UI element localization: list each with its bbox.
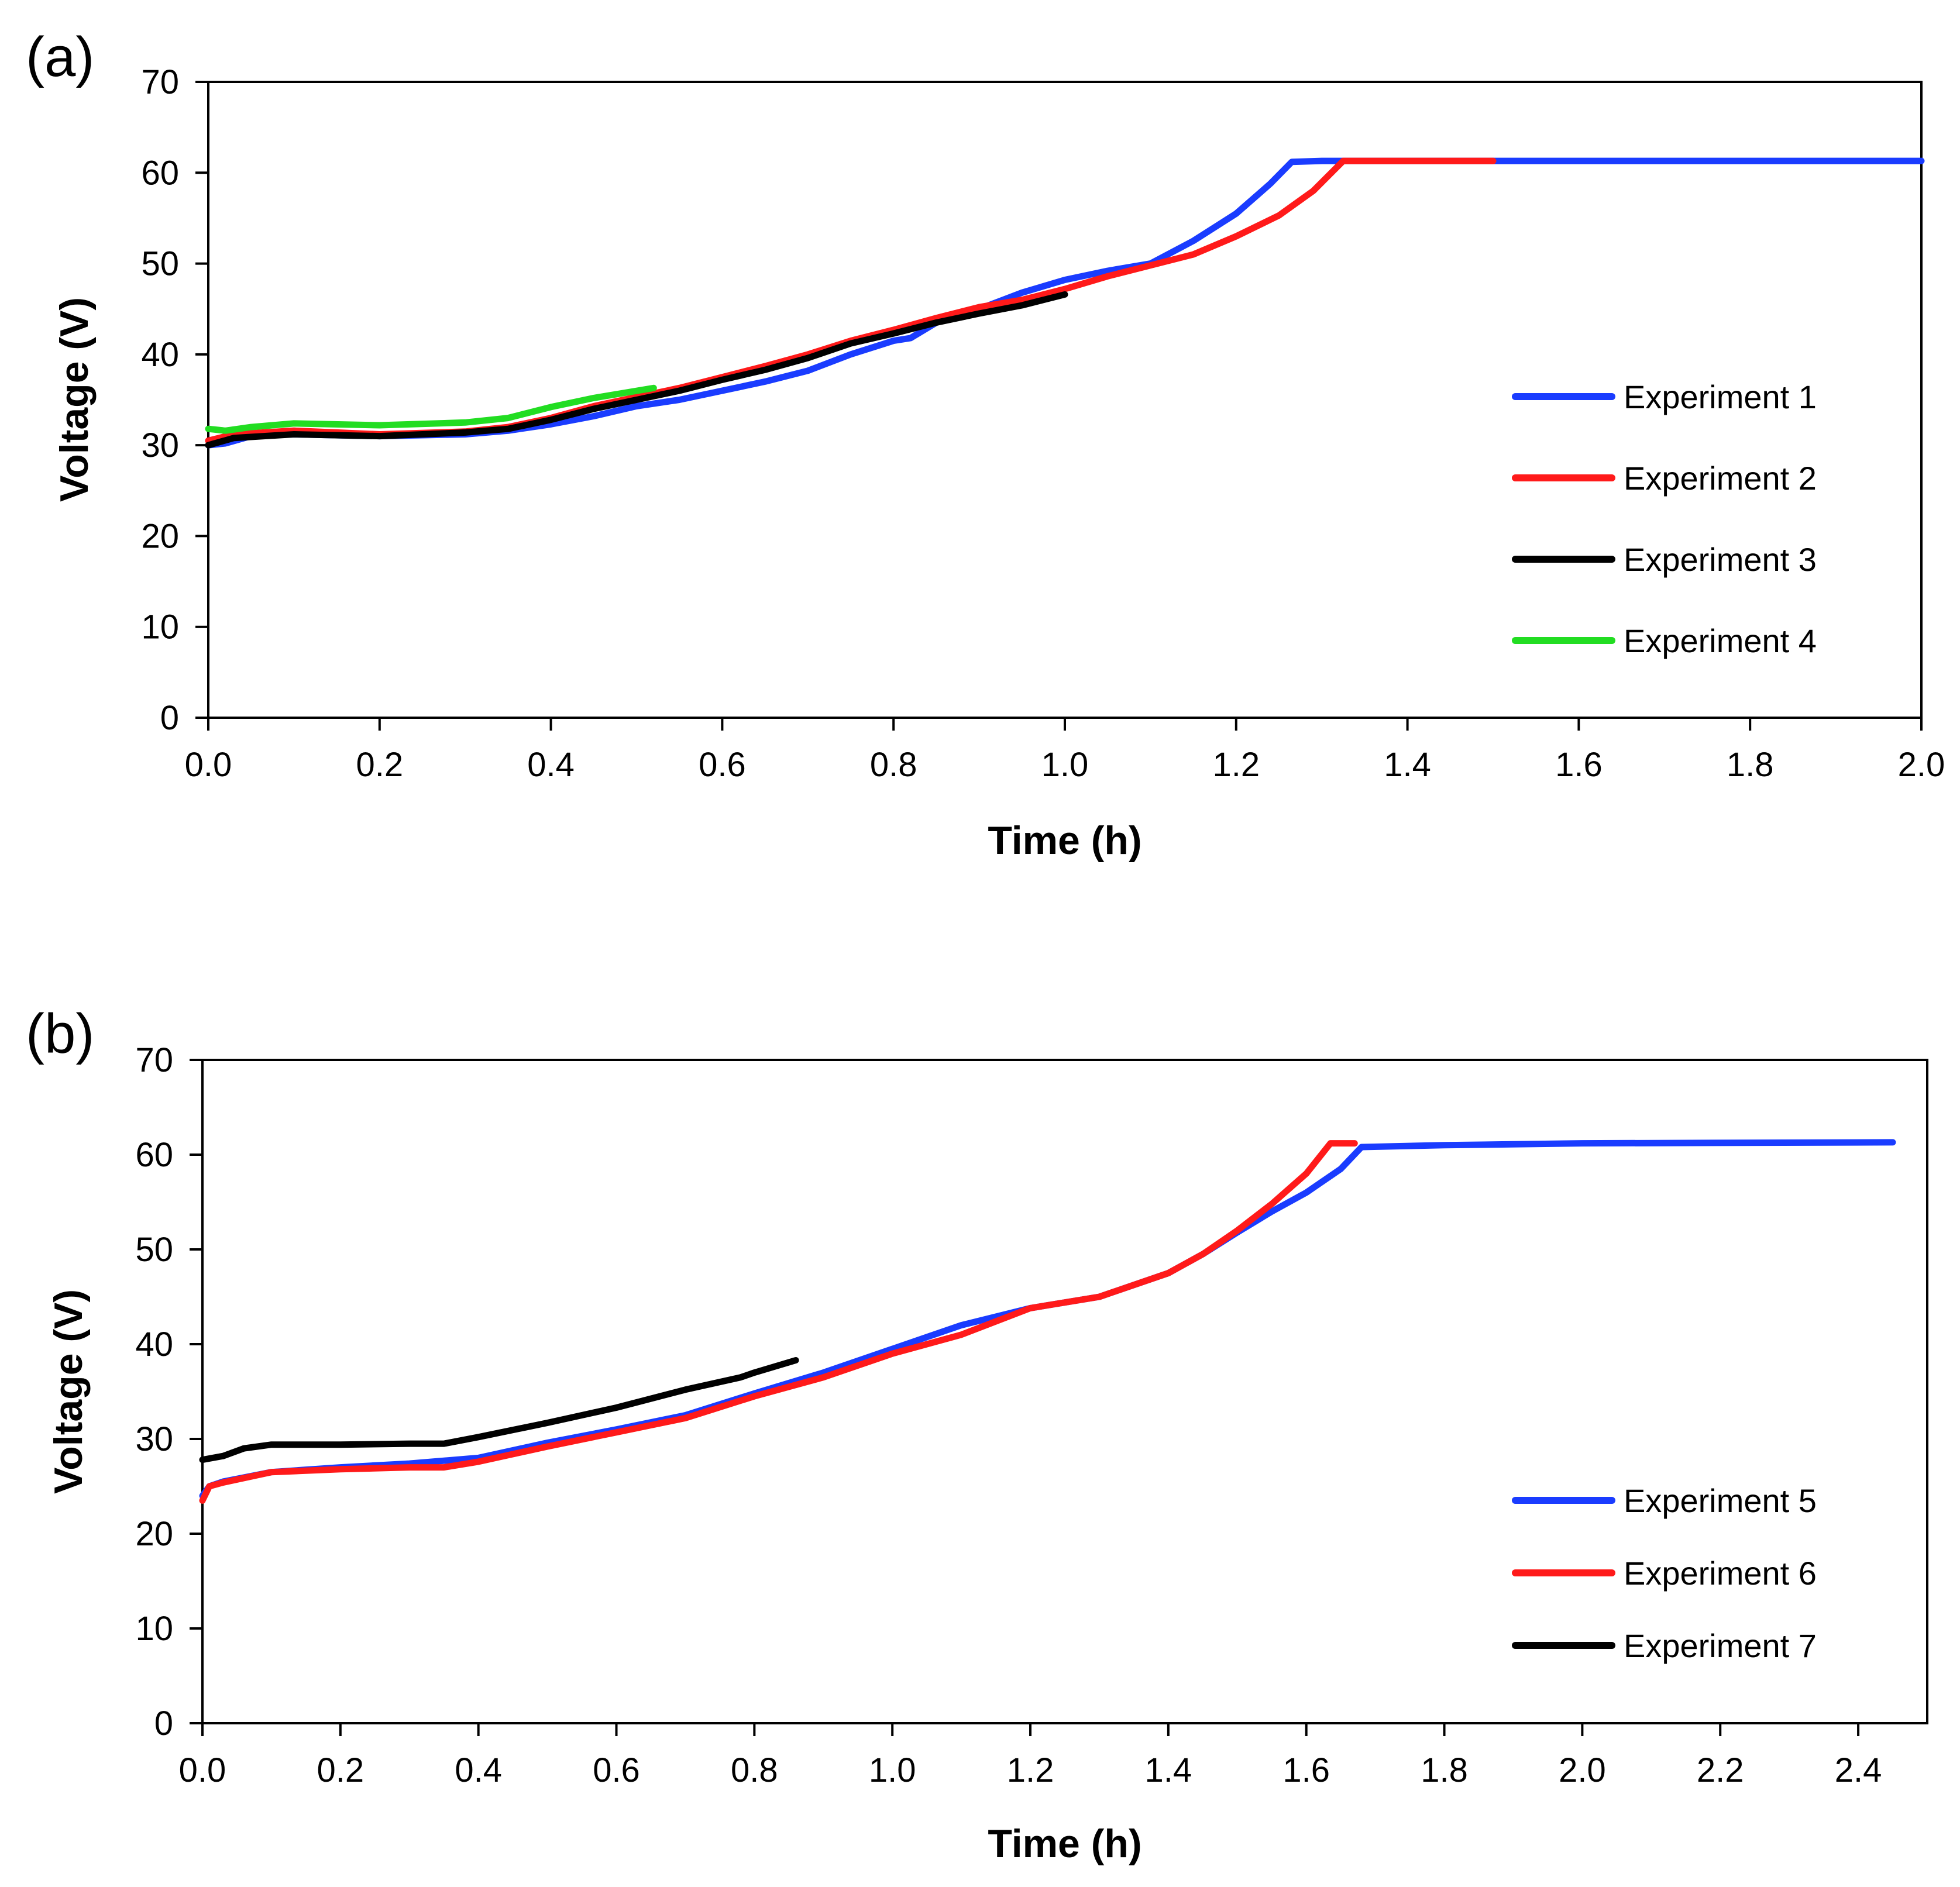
legend: Experiment 5 Experiment 6 Experiment 7 <box>1512 1482 1817 1664</box>
panel-label: (b) <box>26 1003 94 1065</box>
series-line-experiment-7 <box>199 1357 799 1464</box>
x-tick-label: 0.4 <box>455 1751 502 1789</box>
y-tick-label: 30 <box>135 1420 173 1458</box>
y-axis-title: Voltage (V) <box>52 297 97 502</box>
y-tick-label: 40 <box>135 1325 173 1363</box>
y-tick-label: 70 <box>141 63 179 101</box>
x-tick-label: 1.4 <box>1384 746 1431 784</box>
series-line-experiment-4 <box>205 384 657 434</box>
legend-label: Experiment 5 <box>1624 1482 1817 1519</box>
legend-label: Experiment 2 <box>1624 460 1817 497</box>
x-tick-label: 1.0 <box>1041 746 1089 784</box>
x-axis-ticks: 0.0 0.2 0.4 0.6 0.8 1.0 1.2 1.4 1.6 1.8 2.0 <box>185 718 1945 784</box>
y-tick-label: 0 <box>154 1705 173 1743</box>
y-axis-ticks: 0 10 20 30 40 50 60 70 <box>141 63 208 737</box>
legend-item: Experiment 2 <box>1512 460 1817 497</box>
y-axis-title: Voltage (V) <box>46 1289 91 1494</box>
panel-a: (a) 0 10 20 30 40 50 60 70 0.0 0.2 0.4 0.6 0.8 1.0 1.… <box>26 26 1945 863</box>
legend-item: Experiment 4 <box>1512 622 1817 659</box>
plot-area-frame <box>201 1059 1928 1724</box>
y-tick-label: 30 <box>141 426 179 464</box>
x-tick-label: 0.0 <box>179 1751 226 1789</box>
legend-item: Experiment 5 <box>1512 1482 1817 1519</box>
legend-item: Experiment 3 <box>1512 541 1817 578</box>
x-tick-label: 1.6 <box>1555 746 1603 784</box>
x-tick-label: 2.0 <box>1559 1751 1606 1789</box>
x-tick-label: 2.4 <box>1835 1751 1882 1789</box>
legend-label: Experiment 6 <box>1624 1555 1817 1592</box>
panel-label: (a) <box>26 26 94 88</box>
x-tick-label: 1.4 <box>1145 1751 1192 1789</box>
x-axis-title: Time (h) <box>988 1821 1141 1866</box>
x-tick-label: 0.6 <box>699 746 746 784</box>
legend-item: Experiment 7 <box>1512 1627 1817 1664</box>
x-tick-label: 1.2 <box>1212 746 1260 784</box>
y-tick-label: 60 <box>135 1136 173 1174</box>
legend-item: Experiment 1 <box>1512 378 1817 415</box>
x-tick-label: 1.2 <box>1007 1751 1054 1789</box>
legend-label: Experiment 7 <box>1624 1627 1817 1664</box>
x-axis-ticks: 0.0 0.2 0.4 0.6 0.8 1.0 1.2 1.4 1.6 1.8 2.0 2.2 2.4 <box>179 1723 1882 1789</box>
y-tick-label: 0 <box>160 699 179 737</box>
x-tick-label: 0.2 <box>317 1751 365 1789</box>
series-line-experiment-6 <box>199 1140 1358 1504</box>
x-tick-label: 1.8 <box>1727 746 1774 784</box>
x-tick-label: 1.8 <box>1421 1751 1468 1789</box>
x-tick-label: 0.6 <box>593 1751 640 1789</box>
series-line-experiment-3 <box>205 291 1068 449</box>
y-tick-label: 40 <box>141 336 179 374</box>
y-axis-ticks: 0 10 20 30 40 50 60 70 <box>135 1041 202 1743</box>
panel-b: (b) 0 10 20 30 40 50 60 70 0.0 0.2 0.4 0.6 0.8 1.0 1.… <box>26 1003 1928 1866</box>
legend-label: Experiment 3 <box>1624 541 1817 578</box>
legend: Experiment 1 Experiment 2 Experiment 3 Expe… <box>1512 378 1817 659</box>
x-tick-label: 2.2 <box>1697 1751 1744 1789</box>
x-tick-label: 0.8 <box>870 746 917 784</box>
y-tick-label: 10 <box>135 1610 173 1648</box>
legend-item: Experiment 6 <box>1512 1555 1817 1592</box>
x-tick-label: 0.2 <box>356 746 403 784</box>
series-lines <box>199 1139 1896 1504</box>
y-tick-label: 20 <box>135 1515 173 1553</box>
y-tick-label: 50 <box>141 245 179 283</box>
y-tick-label: 50 <box>135 1231 173 1269</box>
x-tick-label: 1.0 <box>869 1751 916 1789</box>
series-lines <box>205 157 1925 449</box>
y-tick-label: 20 <box>141 517 179 555</box>
x-tick-label: 0.4 <box>527 746 575 784</box>
x-tick-label: 2.0 <box>1898 746 1945 784</box>
legend-label: Experiment 4 <box>1624 622 1817 659</box>
y-tick-label: 70 <box>135 1041 173 1079</box>
x-axis-title: Time (h) <box>988 818 1141 863</box>
y-tick-label: 60 <box>141 154 179 192</box>
x-tick-label: 0.0 <box>185 746 232 784</box>
x-tick-label: 1.6 <box>1282 1751 1330 1789</box>
y-tick-label: 10 <box>141 608 179 646</box>
x-tick-label: 0.8 <box>731 1751 778 1789</box>
legend-label: Experiment 1 <box>1624 378 1817 415</box>
